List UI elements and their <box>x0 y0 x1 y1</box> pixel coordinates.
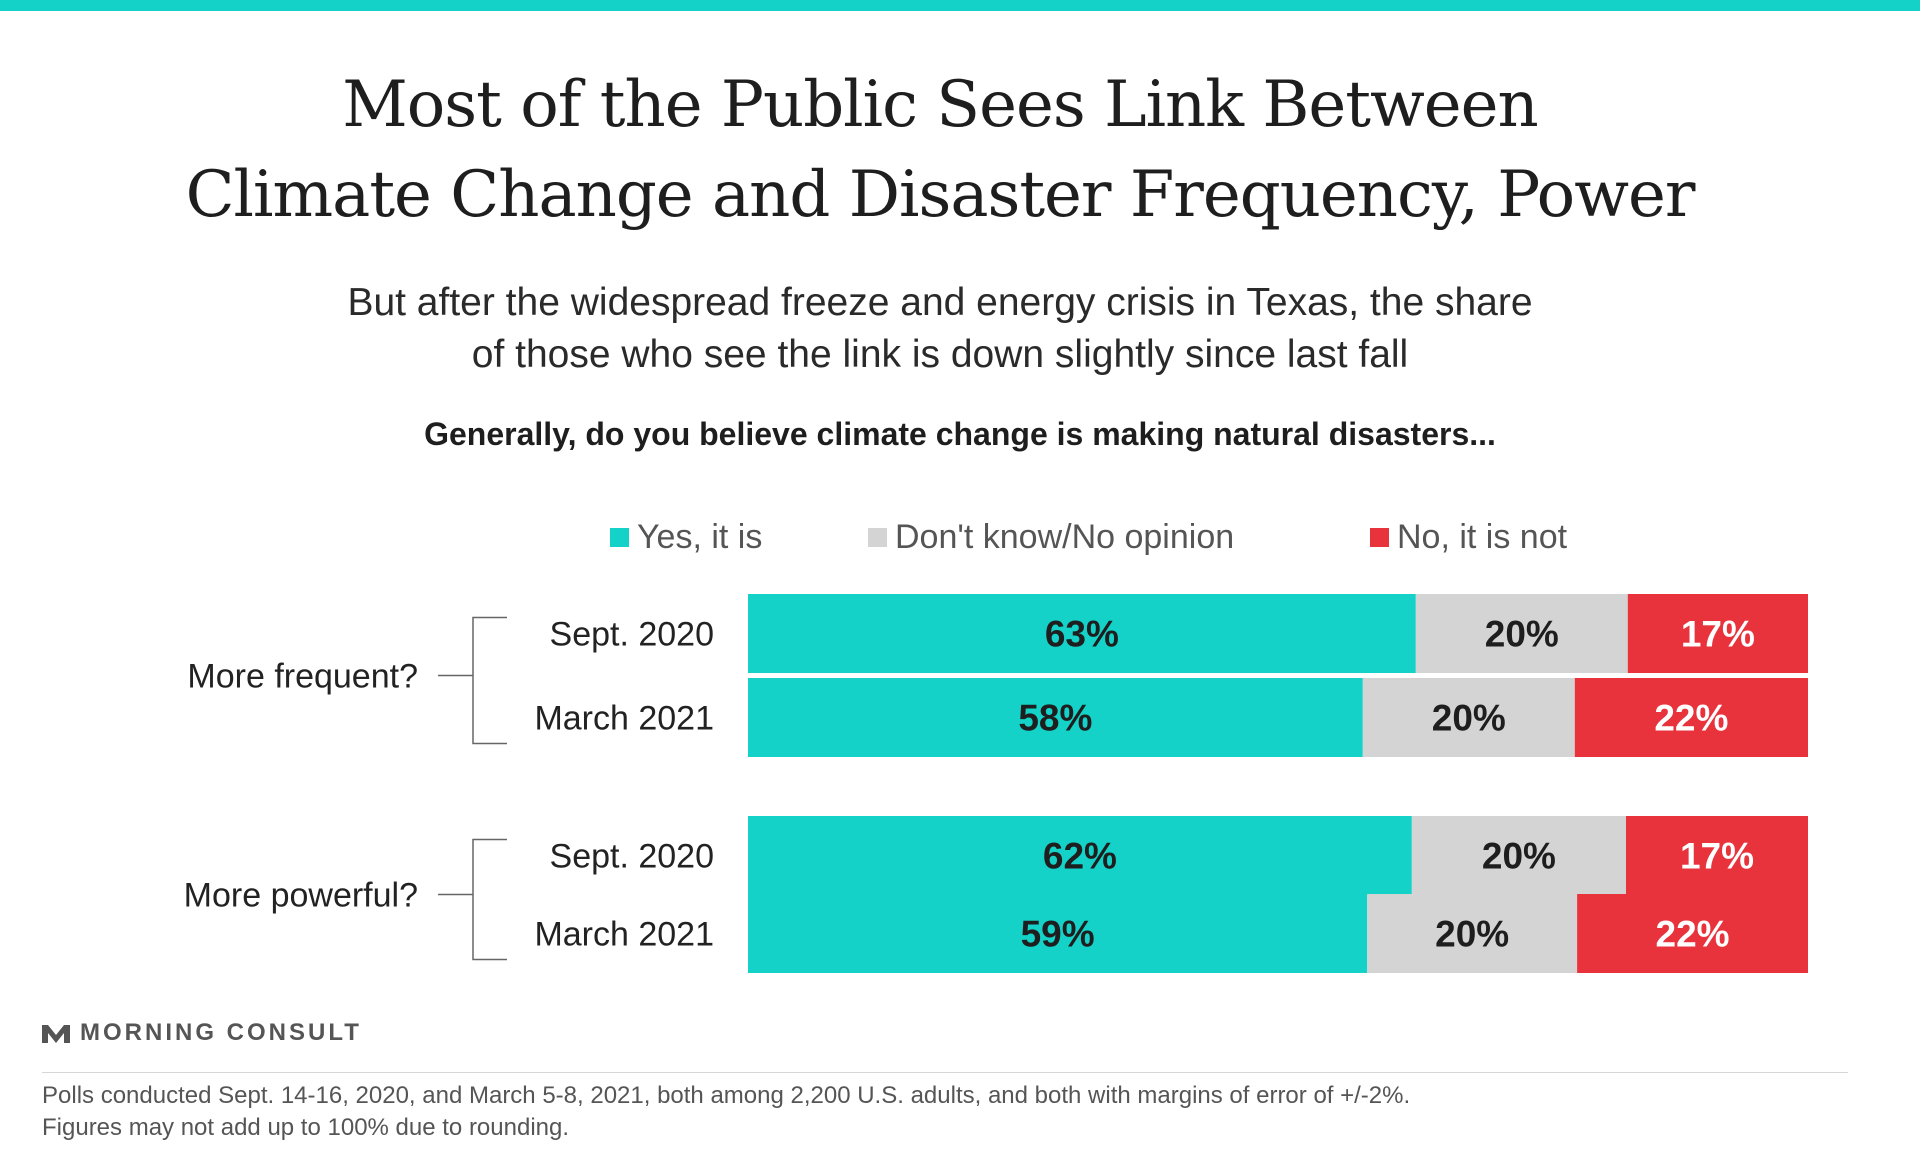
bar-segment-no <box>1625 816 1808 895</box>
footer-divider <box>42 1072 1848 1073</box>
legend-item-yes: Yes, it is <box>610 517 762 557</box>
data-label-dont-know: 20% <box>1485 614 1559 655</box>
legend-label-no: No, it is not <box>1397 517 1568 556</box>
bar-segment-no <box>1577 894 1808 973</box>
data-label-yes: 59% <box>1021 914 1095 955</box>
legend-swatch-yes <box>610 527 629 547</box>
legend-swatch-dont-know <box>868 527 887 547</box>
chart-title-line-1: Most of the Public Sees Link Between <box>342 68 1539 142</box>
row-label: Sept. 2020 <box>550 838 714 876</box>
morning-consult-logo: MORNING CONSULT <box>42 1018 362 1048</box>
data-label-dont-know: 20% <box>1482 836 1556 877</box>
legend-swatch-no <box>1370 527 1389 547</box>
group-bracket <box>438 838 507 961</box>
row-label: March 2021 <box>534 700 714 738</box>
bar-segment-yes <box>748 678 1363 757</box>
morning-consult-m-icon <box>42 1025 70 1043</box>
data-label-dont-know: 20% <box>1435 914 1509 955</box>
data-label-no: 17% <box>1680 836 1754 877</box>
legend-item-dont-know: Don't know/No opinion <box>868 517 1234 557</box>
data-label-no: 17% <box>1681 614 1755 655</box>
data-label-no: 22% <box>1654 698 1728 739</box>
group-label: More frequent? <box>187 658 418 696</box>
source-note-line-1: Polls conducted Sept. 14-16, 2020, and M… <box>42 1082 1411 1109</box>
legend-item-no: No, it is not <box>1370 517 1567 557</box>
logo-text: MORNING CONSULT <box>80 1019 362 1046</box>
data-label-no: 22% <box>1656 914 1730 955</box>
bar-segment-dont-know <box>1411 816 1626 895</box>
chart-title-line-2: Climate Change and Disaster Frequency, P… <box>185 158 1696 232</box>
top-accent-bar <box>0 0 1920 11</box>
chart-subtitle-line-2: of those who see the link is down slight… <box>471 333 1409 376</box>
bar-segment-yes <box>748 816 1412 895</box>
bar-segment-no <box>1627 594 1808 673</box>
data-label-yes: 62% <box>1043 836 1117 877</box>
bar-segment-yes <box>748 594 1416 673</box>
legend-label-yes: Yes, it is <box>637 517 763 556</box>
group-bracket <box>438 616 507 745</box>
chart-subtitle-line-1: But after the widespread freeze and ener… <box>347 281 1533 324</box>
bar-segment-dont-know <box>1362 678 1575 757</box>
source-note-line-2: Figures may not add up to 100% due to ro… <box>42 1114 570 1141</box>
group-label: More powerful? <box>184 877 418 915</box>
stacked-bar-chart: More frequent? Sept. 2020 63% 20% 17% March 2… <box>184 594 1808 973</box>
bar-segment-dont-know <box>1415 594 1628 673</box>
data-label-yes: 63% <box>1045 614 1119 655</box>
bar-segment-dont-know <box>1367 894 1578 973</box>
survey-question: Generally, do you believe climate change… <box>424 416 1496 452</box>
data-label-dont-know: 20% <box>1432 698 1506 739</box>
bar-segment-no <box>1574 678 1808 757</box>
bar-segment-yes <box>748 894 1368 973</box>
row-label: March 2021 <box>534 916 714 954</box>
legend-label-dont-know: Don't know/No opinion <box>895 517 1235 556</box>
data-label-yes: 58% <box>1018 698 1092 739</box>
row-label: Sept. 2020 <box>550 616 714 654</box>
